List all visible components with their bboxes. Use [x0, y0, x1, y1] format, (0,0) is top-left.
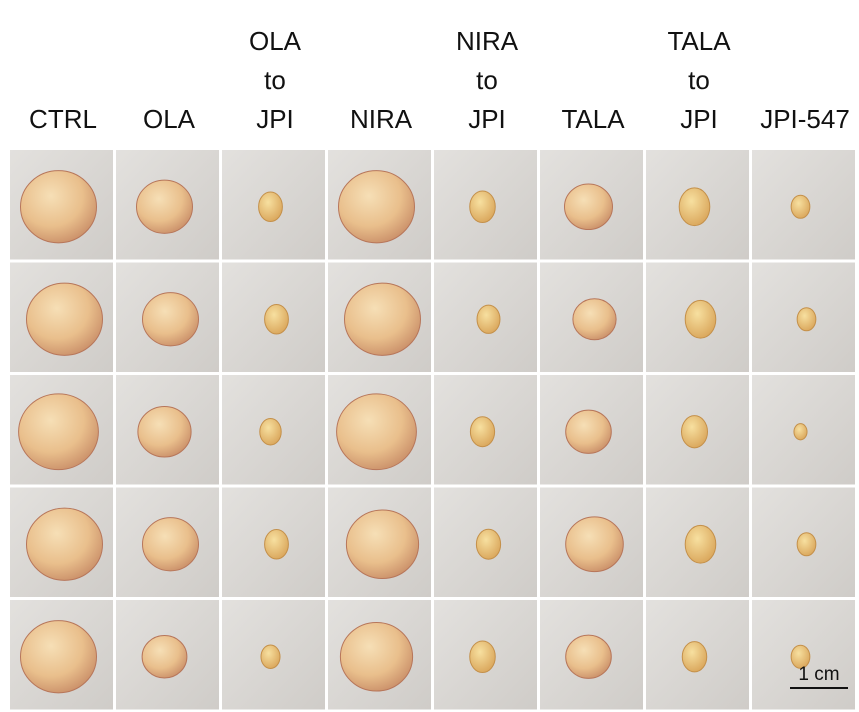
tumor	[469, 190, 496, 223]
tumor	[790, 194, 811, 219]
column-header-line: CTRL	[29, 104, 97, 134]
tumor	[136, 179, 193, 234]
column-header-line: OLA	[143, 104, 196, 134]
column-header-line: NIRA	[456, 26, 519, 56]
tumor	[142, 517, 199, 572]
tumor	[258, 191, 283, 222]
tumor	[339, 621, 414, 692]
tumor	[793, 423, 808, 441]
column-header-line: to	[476, 65, 498, 95]
tumor	[336, 393, 417, 471]
column-header-line: JPI-547	[760, 104, 850, 134]
tumor	[26, 282, 103, 356]
scale-label: 1 cm	[798, 664, 839, 685]
tumor	[338, 170, 415, 244]
column-header-line: TALA	[667, 26, 731, 56]
column-header-line: to	[688, 65, 710, 95]
tumor	[678, 187, 711, 227]
tumor	[790, 644, 811, 669]
tumor	[260, 644, 281, 670]
tumor	[259, 418, 282, 446]
column-header-line: JPI	[256, 104, 294, 134]
tumor	[26, 507, 103, 581]
tumor	[344, 282, 421, 356]
scale-bar: 1 cm	[790, 664, 848, 689]
tumor	[565, 409, 612, 454]
tumor	[572, 298, 617, 341]
tumor	[18, 393, 99, 471]
tumor	[469, 416, 496, 448]
photo-grid	[10, 150, 855, 710]
tumor	[684, 524, 717, 564]
column-header-line: NIRA	[350, 104, 413, 134]
tumor	[680, 415, 709, 449]
tumor	[141, 634, 188, 679]
tumor	[565, 516, 624, 573]
tumor	[681, 641, 708, 673]
tumor	[264, 529, 289, 560]
tumor	[469, 640, 496, 673]
tumor	[264, 304, 289, 335]
tumor	[476, 304, 501, 334]
tumor	[796, 532, 817, 557]
column-header-line: to	[264, 65, 286, 95]
tumor	[137, 405, 192, 458]
column-header-line: TALA	[561, 104, 625, 134]
column-headers: CTRL OLA OLA to JPI NIRA NIRA to JPI TALA TALA to JP…	[29, 26, 850, 134]
tumor	[20, 170, 97, 244]
column-header-line: JPI	[680, 104, 718, 134]
tumor	[564, 183, 613, 231]
tumor	[142, 292, 199, 347]
column-header-line: JPI	[468, 104, 506, 134]
column-header-line: OLA	[249, 26, 302, 56]
tumor	[796, 307, 817, 332]
tumor	[565, 634, 612, 679]
tumor	[475, 528, 502, 560]
tumor	[345, 509, 420, 580]
tumor	[20, 620, 97, 694]
tumor	[684, 299, 717, 339]
